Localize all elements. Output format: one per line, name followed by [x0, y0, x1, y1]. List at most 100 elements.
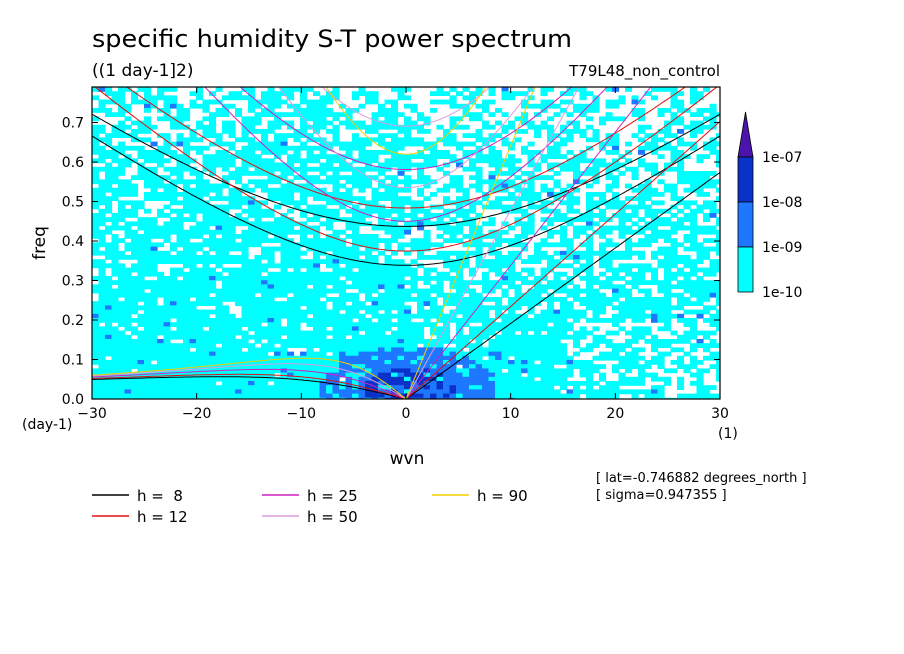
power-cell: [690, 124, 698, 130]
power-cell: [196, 120, 204, 126]
power-cell: [170, 208, 178, 214]
power-cell: [313, 166, 321, 172]
power-cell: [150, 225, 158, 231]
power-cell: [670, 187, 678, 193]
power-cell: [196, 175, 204, 180]
power-cell: [651, 171, 659, 176]
power-cell: [417, 204, 425, 210]
power-cell: [423, 255, 431, 260]
power-cell: [371, 271, 379, 277]
power-cell: [92, 225, 100, 231]
power-cell: [605, 225, 613, 231]
power-cell: [553, 271, 561, 277]
power-cell: [430, 305, 438, 311]
power-cell: [144, 95, 152, 101]
power-cell: [423, 238, 431, 243]
power-cell: [150, 229, 158, 235]
power-cell: [92, 343, 100, 348]
power-cell: [495, 267, 503, 273]
power-cell: [293, 175, 301, 180]
power-cell: [469, 326, 477, 332]
power-cell: [436, 309, 444, 315]
power-cell: [462, 339, 470, 344]
power-cell: [215, 221, 223, 227]
power-cell: [560, 200, 568, 206]
power-cell: [267, 339, 275, 344]
power-cell: [339, 372, 347, 378]
power-cell: [176, 288, 184, 294]
power-cell: [456, 368, 464, 374]
power-cell: [495, 150, 503, 155]
power-cell: [644, 162, 652, 168]
power-cell: [137, 313, 145, 319]
power-cell: [651, 95, 659, 101]
power-cell: [391, 196, 399, 201]
power-cell: [378, 301, 386, 306]
power-cell: [150, 385, 158, 390]
power-cell: [586, 372, 594, 378]
power-cell: [592, 301, 600, 306]
power-cell: [313, 225, 321, 231]
power-cell: [540, 318, 548, 323]
power-cell: [423, 347, 431, 353]
power-cell: [521, 116, 529, 122]
power-cell: [482, 309, 490, 315]
power-cell: [566, 166, 574, 172]
power-cell: [352, 213, 360, 218]
power-cell: [521, 360, 529, 365]
power-cell: [176, 116, 184, 122]
power-cell: [456, 196, 464, 201]
power-cell: [703, 347, 711, 353]
power-cell: [267, 179, 275, 185]
power-cell: [456, 372, 464, 378]
power-cell: [98, 288, 106, 294]
power-cell: [345, 208, 353, 214]
power-cell: [462, 305, 470, 311]
power-cell: [274, 326, 282, 332]
power-cell: [163, 259, 171, 264]
power-cell: [261, 276, 269, 281]
power-cell: [683, 393, 691, 399]
power-cell: [495, 234, 503, 239]
power-cell: [612, 192, 620, 197]
power-cell: [189, 313, 197, 319]
power-cell: [261, 355, 269, 361]
power-cell: [254, 330, 262, 336]
power-cell: [657, 343, 665, 348]
power-cell: [248, 301, 256, 306]
power-cell: [92, 381, 100, 386]
power-cell: [592, 309, 600, 315]
power-cell: [254, 322, 262, 327]
power-cell: [254, 347, 262, 353]
power-cell: [423, 229, 431, 235]
power-cell: [98, 292, 106, 298]
power-cell: [144, 229, 152, 235]
power-cell: [170, 154, 178, 159]
power-cell: [105, 162, 113, 168]
power-cell: [319, 221, 327, 227]
power-cell: [287, 192, 295, 197]
power-cell: [358, 250, 366, 256]
power-cell: [215, 112, 223, 117]
power-cell: [137, 175, 145, 180]
power-cell: [391, 133, 399, 138]
power-cell: [436, 204, 444, 210]
power-cell: [306, 166, 314, 172]
power-cell: [92, 187, 100, 193]
power-cell: [664, 162, 672, 168]
power-cell: [469, 112, 477, 117]
power-cell: [508, 364, 516, 369]
power-cell: [118, 95, 126, 101]
power-cell: [462, 280, 470, 285]
power-cell: [501, 255, 509, 260]
power-cell: [651, 145, 659, 151]
power-cell: [423, 280, 431, 285]
power-cell: [118, 368, 126, 374]
power-cell: [540, 255, 548, 260]
power-cell: [482, 280, 490, 285]
power-cell: [521, 225, 529, 231]
power-cell: [189, 334, 197, 340]
power-cell: [417, 376, 425, 382]
power-cell: [228, 271, 236, 277]
power-cell: [150, 330, 158, 336]
